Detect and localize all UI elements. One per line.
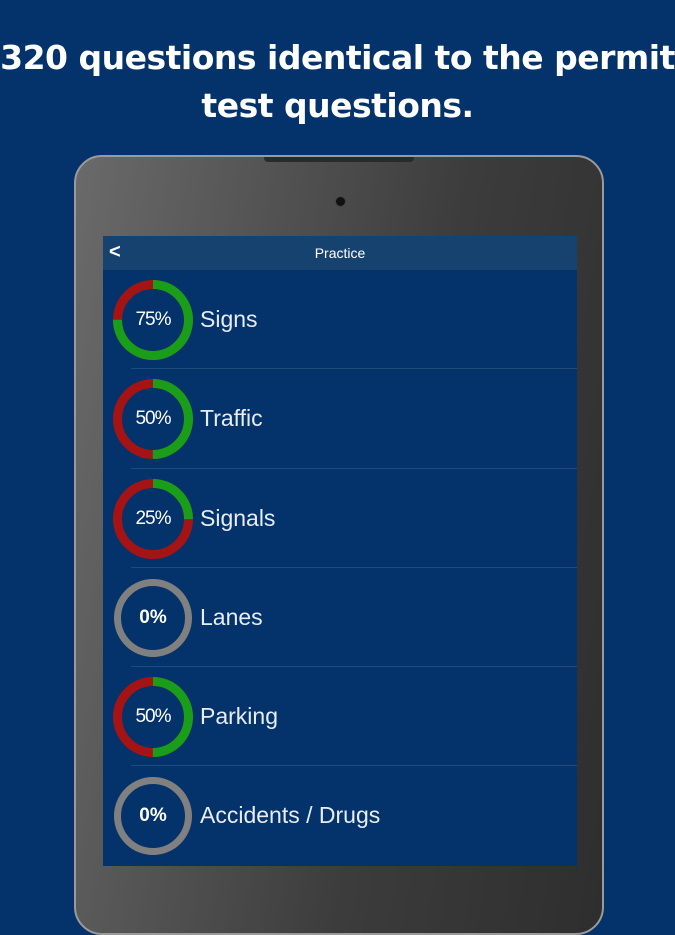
camera-icon <box>335 196 346 207</box>
category-label: Lanes <box>200 603 263 630</box>
divider <box>131 765 577 767</box>
ring-correct <box>113 478 193 559</box>
percent-text: 25% <box>135 507 171 529</box>
progress-ring <box>113 677 193 758</box>
progress-ring <box>113 478 193 559</box>
category-label: Signs <box>200 306 258 332</box>
category-label: Accidents / Drugs <box>200 802 381 829</box>
percent-text: 0% <box>139 805 167 827</box>
category-label: Signals <box>200 504 276 531</box>
progress-ring <box>113 379 193 460</box>
ring-correct <box>113 280 193 360</box>
category-row[interactable]: 50% Traffic <box>103 369 577 469</box>
category-row[interactable]: 75% Signs <box>103 270 577 370</box>
ring-correct <box>113 379 193 460</box>
category-row[interactable]: 0% Lanes <box>103 568 577 668</box>
page-title: Practice <box>314 245 366 261</box>
ring-empty <box>114 777 192 856</box>
category-list: 75% Signs 50% Traffic 25% Signals 0% Lanes 50% Pa… <box>103 270 577 866</box>
navbar: < Practice <box>103 236 577 270</box>
divider <box>131 666 577 668</box>
progress-ring <box>113 280 193 360</box>
percent-text: 50% <box>135 706 171 728</box>
divider <box>131 467 577 469</box>
ring-empty <box>114 578 192 657</box>
speaker <box>264 157 414 162</box>
chevron-left-icon[interactable]: < <box>109 241 121 263</box>
ring-correct <box>113 677 193 758</box>
category-row[interactable]: 0% Accidents / Drugs <box>103 766 577 865</box>
percent-text: 50% <box>135 408 171 430</box>
category-label: Parking <box>200 703 278 730</box>
divider <box>131 368 577 370</box>
app-screen: < Practice 75% Signs 50% Traffic 25% Signals 0… <box>103 236 577 866</box>
category-row[interactable]: 25% Signals <box>103 469 577 568</box>
category-row[interactable]: 50% Parking <box>103 667 577 767</box>
divider <box>131 566 577 568</box>
progress-ring <box>114 578 192 657</box>
percent-text: 0% <box>139 606 167 628</box>
category-label: Traffic <box>200 405 263 432</box>
percent-text: 75% <box>135 309 171 330</box>
headline: 320 questions identical to the permit te… <box>0 38 675 125</box>
progress-ring <box>114 777 192 856</box>
